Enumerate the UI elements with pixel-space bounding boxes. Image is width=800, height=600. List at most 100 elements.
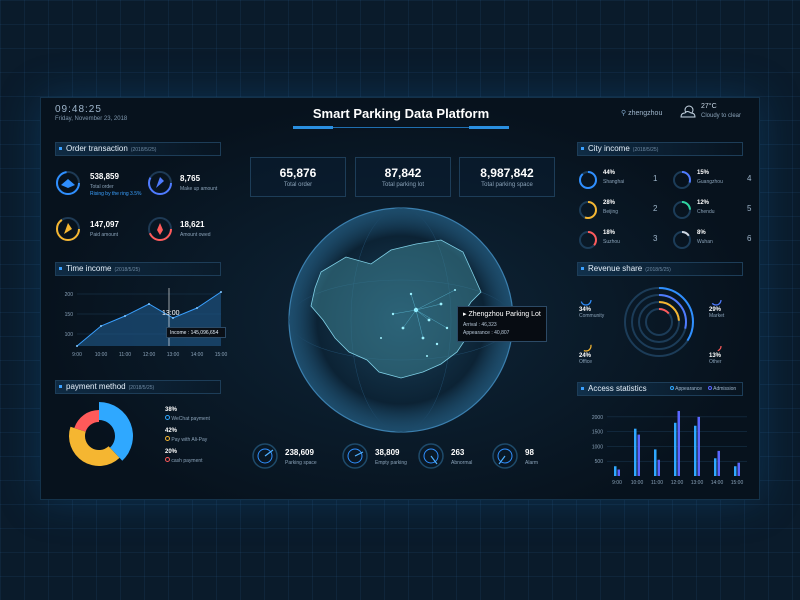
city-ring-icon xyxy=(579,231,597,249)
total-parking-lot-label: Total parking lot xyxy=(381,182,425,188)
alarm-label: Alarm xyxy=(525,460,539,466)
section-date: (2018/5/25) xyxy=(632,147,659,153)
office-ring-icon xyxy=(580,340,592,352)
weather-text: Cloudy to clear xyxy=(701,113,742,119)
temperature: 27°C xyxy=(701,103,717,110)
bar-appearance xyxy=(634,428,637,476)
data-point xyxy=(124,315,126,317)
city-rank: 1 xyxy=(653,174,658,183)
section-title: City income xyxy=(588,144,630,153)
city-pct: 28% xyxy=(603,200,616,206)
x-tick-label: 13:00 xyxy=(167,352,180,358)
city-income-header: City income (2018/5/25) xyxy=(577,142,743,156)
city-item: 18% Suzhou 3 xyxy=(577,228,667,252)
bar-admission xyxy=(697,416,700,476)
order-transaction-header: Order transaction (2018/5/25) xyxy=(55,142,221,156)
city-rank: 5 xyxy=(747,204,752,213)
community-label: Community xyxy=(579,313,605,319)
alipay-pct: 42% xyxy=(165,428,178,434)
total-order-card: 65,876 Total order xyxy=(250,157,346,197)
city-name: Shanghai xyxy=(603,179,625,185)
map-popup: ▸ Zhengzhou Parking Lot Arrival : 46,323… xyxy=(457,306,547,342)
x-tick-label: 12:00 xyxy=(143,352,156,358)
city-ring-icon xyxy=(579,201,597,219)
city-income-list: 44% Shanghai 1 15% Guangzhou 4 28% Beiji… xyxy=(577,168,757,258)
legend-admission-label: Admission xyxy=(713,386,737,392)
y-tick-label: 100 xyxy=(65,332,74,338)
city-rank: 2 xyxy=(653,204,658,213)
wechat-label: WeChat payment xyxy=(171,416,210,422)
cash-dot-icon xyxy=(165,457,170,462)
section-title: Revenue share xyxy=(588,264,643,273)
x-tick-label: 13:00 xyxy=(691,480,704,486)
make-up-value: 8,765 xyxy=(180,174,201,183)
city-item: 44% Shanghai 1 xyxy=(577,168,667,192)
revenue-share-header: Revenue share (2018/5/25) xyxy=(577,262,743,276)
city-item: 28% Beijing 2 xyxy=(577,198,667,222)
city-item: 8% Wuhan 6 xyxy=(671,228,759,252)
city-name: Chendu xyxy=(697,209,715,215)
community-pct: 34% xyxy=(579,307,592,313)
amount-owed-value: 18,621 xyxy=(180,220,205,229)
bar-admission xyxy=(737,462,740,476)
city-rank: 3 xyxy=(653,234,658,243)
empty-parking-value: 38,809 xyxy=(375,448,400,457)
paid-amount-stat xyxy=(55,216,81,247)
x-tick-label: 14:00 xyxy=(191,352,204,358)
city-pct: 12% xyxy=(697,200,710,206)
section-title: Access statistics xyxy=(588,384,647,393)
empty-parking-gauge-icon xyxy=(342,443,368,469)
location-name: zhengzhou xyxy=(628,110,663,117)
bar-appearance xyxy=(654,449,657,476)
parking-space-label: Parking space xyxy=(285,460,317,466)
time-income-header: Time income (2018/5/25) xyxy=(55,262,221,276)
revenue-office: 24% Office xyxy=(579,339,596,365)
legend-appearance: Appearance xyxy=(670,383,702,395)
city-item: 15% Guangzhou 4 xyxy=(671,168,759,192)
total-order-card-value: 65,876 xyxy=(279,166,317,180)
section-title: Order transaction xyxy=(66,144,128,153)
x-tick-label: 15:00 xyxy=(731,480,744,486)
bar-admission xyxy=(657,459,660,476)
total-parking-space-value: 8,987,842 xyxy=(480,166,534,180)
total-parking-space-card: 8,987,842 Total parking space xyxy=(459,157,555,197)
china-map-shape xyxy=(310,239,482,379)
city-name: Guangzhou xyxy=(697,179,723,185)
x-tick-label: 9:00 xyxy=(72,352,82,358)
city-pct: 44% xyxy=(603,170,616,176)
x-tick-label: 14:00 xyxy=(711,480,724,486)
revenue-other: 13% Other xyxy=(709,339,726,365)
admission-legend-icon xyxy=(708,386,712,390)
alipay-label: Pay with Ali-Pay xyxy=(171,437,208,443)
paid-amount-value: 147,097 xyxy=(90,220,119,229)
city-pct: 8% xyxy=(697,230,706,236)
dashboard-screen: 09:48:25 Friday, November 23, 2018 Smart… xyxy=(40,97,760,500)
legend-admission: Admission xyxy=(708,383,736,395)
total-parking-lot-card: 87,842 Total parking lot xyxy=(355,157,451,197)
section-date: (2018/5/25) xyxy=(130,147,157,153)
x-tick-label: 9:00 xyxy=(612,480,622,486)
map-popup-arrival: Arrival : 46,323 xyxy=(463,322,497,328)
community-ring-icon xyxy=(580,294,592,306)
bar-appearance xyxy=(614,466,617,476)
tooltip-time: 13:00 xyxy=(162,310,180,317)
market-pct: 29% xyxy=(709,307,722,313)
city-pct: 18% xyxy=(603,230,616,236)
bar-admission xyxy=(677,410,680,476)
amount-owed-label: Amount owed xyxy=(180,232,211,238)
make-up-ring-icon xyxy=(148,171,172,195)
bar-appearance xyxy=(714,458,717,476)
city-item: 12% Chendu 5 xyxy=(671,198,759,222)
section-title: Time income xyxy=(66,264,112,273)
map-popup-title: ▸ Zhengzhou Parking Lot xyxy=(463,311,541,318)
section-title: payment method xyxy=(66,382,126,391)
total-order-note: Rising by the ring 3.5% xyxy=(90,191,142,197)
make-up-label: Make up amount xyxy=(180,186,218,192)
payment-legend: 38% WeChat payment 42% Pay with Ali-Pay … xyxy=(165,407,210,464)
data-point xyxy=(100,325,102,327)
cash-pct: 20% xyxy=(165,449,178,455)
total-order-stat xyxy=(55,170,81,201)
map-popup-title-text: Zhengzhou Parking Lot xyxy=(468,311,541,318)
data-point xyxy=(148,303,150,305)
office-pct: 24% xyxy=(579,353,592,359)
